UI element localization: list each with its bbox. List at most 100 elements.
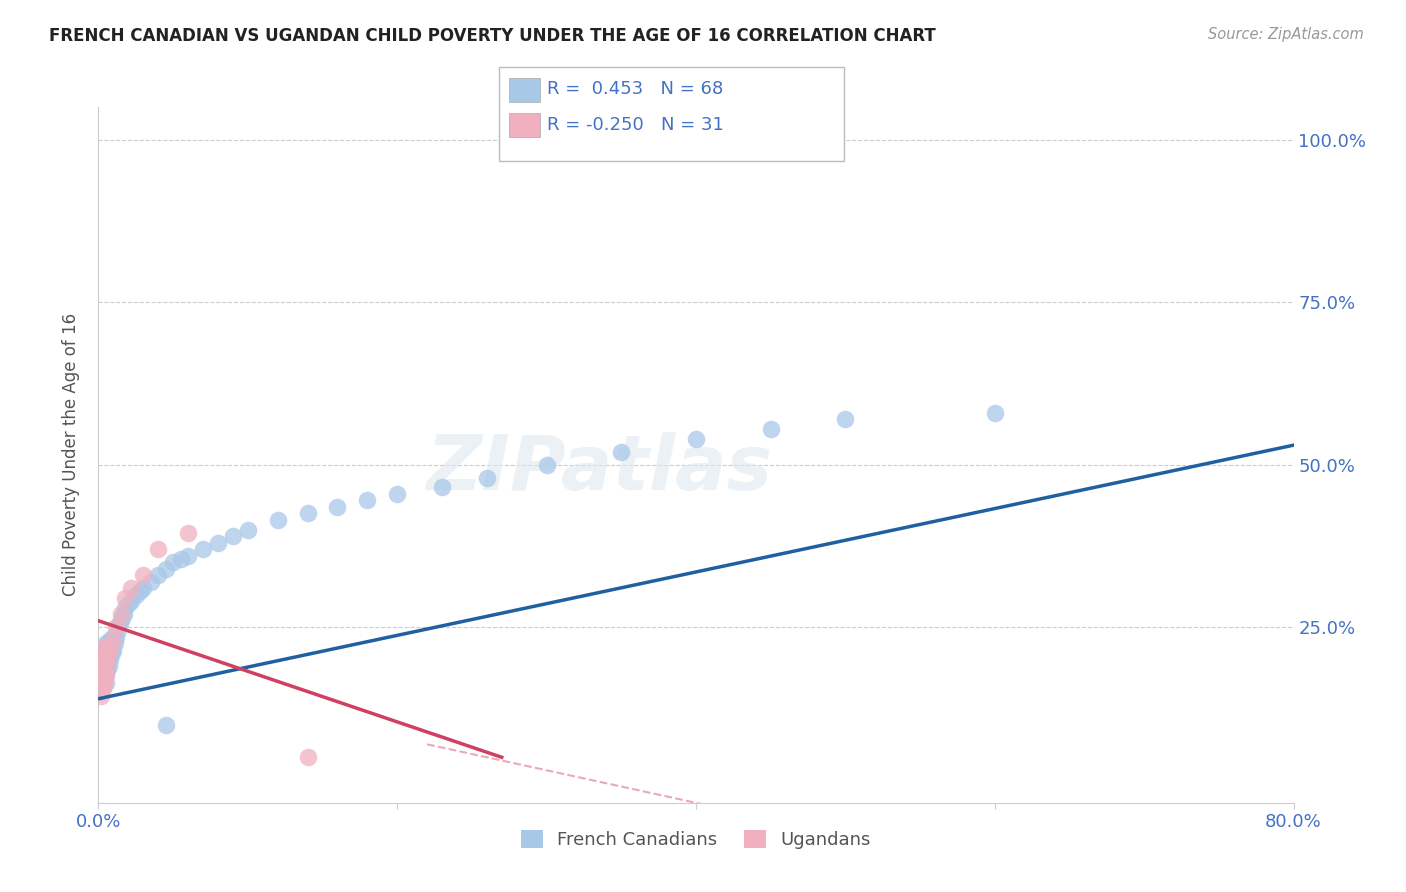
Point bbox=[90, 663, 112, 677]
Point bbox=[94, 636, 117, 650]
Point bbox=[356, 493, 378, 508]
Point bbox=[326, 500, 349, 514]
Point bbox=[93, 665, 115, 680]
Point bbox=[236, 523, 259, 537]
Point bbox=[90, 669, 112, 683]
Point bbox=[93, 653, 115, 667]
Point bbox=[89, 681, 111, 696]
Point bbox=[984, 406, 1007, 420]
Point bbox=[103, 630, 125, 644]
Point bbox=[96, 653, 118, 667]
Point bbox=[177, 549, 200, 563]
Point bbox=[155, 562, 177, 576]
Point bbox=[120, 581, 142, 595]
Point bbox=[90, 659, 112, 673]
Point bbox=[98, 633, 122, 648]
Text: ZIPatlas: ZIPatlas bbox=[427, 432, 773, 506]
Point bbox=[93, 665, 115, 680]
Point bbox=[97, 649, 120, 664]
Point bbox=[96, 663, 118, 677]
Point bbox=[114, 600, 136, 615]
Point bbox=[89, 669, 111, 683]
Point bbox=[610, 444, 633, 458]
Point bbox=[120, 594, 142, 608]
Point bbox=[191, 542, 214, 557]
Point bbox=[89, 675, 111, 690]
Text: R =  0.453   N = 68: R = 0.453 N = 68 bbox=[547, 80, 723, 98]
Point bbox=[685, 432, 707, 446]
Point bbox=[110, 614, 132, 628]
Point bbox=[97, 659, 120, 673]
Point bbox=[91, 663, 114, 677]
Point bbox=[114, 591, 136, 605]
Point bbox=[98, 643, 122, 657]
Text: FRENCH CANADIAN VS UGANDAN CHILD POVERTY UNDER THE AGE OF 16 CORRELATION CHART: FRENCH CANADIAN VS UGANDAN CHILD POVERTY… bbox=[49, 27, 936, 45]
Point bbox=[93, 656, 115, 670]
Point bbox=[91, 646, 114, 660]
Point bbox=[94, 669, 117, 683]
Point bbox=[97, 636, 120, 650]
Legend: French Canadians, Ugandans: French Canadians, Ugandans bbox=[513, 822, 879, 856]
Point bbox=[89, 685, 111, 699]
Point bbox=[91, 659, 114, 673]
Point bbox=[94, 675, 117, 690]
Point bbox=[96, 640, 118, 654]
Point bbox=[475, 471, 498, 485]
Point bbox=[162, 555, 184, 569]
Point bbox=[91, 653, 114, 667]
Point bbox=[139, 574, 162, 589]
Point bbox=[148, 568, 170, 582]
Point bbox=[117, 598, 139, 612]
Point bbox=[94, 646, 117, 660]
Point bbox=[93, 643, 115, 657]
Point bbox=[91, 669, 114, 683]
Point bbox=[297, 507, 319, 521]
Point bbox=[90, 656, 112, 670]
Point bbox=[267, 513, 290, 527]
Point bbox=[155, 718, 177, 732]
Point bbox=[89, 663, 111, 677]
Point bbox=[96, 653, 118, 667]
Point bbox=[430, 480, 453, 494]
Point bbox=[148, 542, 170, 557]
Point bbox=[94, 656, 117, 670]
Text: R = -0.250   N = 31: R = -0.250 N = 31 bbox=[547, 116, 724, 134]
Y-axis label: Child Poverty Under the Age of 16: Child Poverty Under the Age of 16 bbox=[62, 313, 80, 597]
Point bbox=[110, 607, 132, 622]
Point bbox=[91, 679, 114, 693]
Point bbox=[101, 646, 124, 660]
Point bbox=[103, 643, 125, 657]
Point bbox=[536, 458, 558, 472]
Point bbox=[94, 665, 117, 680]
Point bbox=[129, 584, 152, 599]
Point bbox=[132, 568, 155, 582]
Point bbox=[94, 659, 117, 673]
Point bbox=[222, 529, 245, 543]
Point bbox=[207, 535, 229, 549]
Point bbox=[108, 617, 131, 632]
Point bbox=[90, 646, 112, 660]
Point bbox=[177, 525, 200, 540]
Point bbox=[107, 624, 129, 638]
Point bbox=[96, 643, 118, 657]
Point bbox=[103, 633, 125, 648]
Point bbox=[104, 636, 127, 650]
Point bbox=[97, 646, 120, 660]
Point bbox=[98, 653, 122, 667]
Point bbox=[169, 552, 191, 566]
Point bbox=[93, 672, 115, 686]
Point bbox=[91, 681, 114, 696]
Point bbox=[385, 487, 409, 501]
Point bbox=[91, 640, 114, 654]
Point bbox=[93, 675, 115, 690]
Point bbox=[90, 689, 112, 703]
Point bbox=[297, 750, 319, 764]
Text: Source: ZipAtlas.com: Source: ZipAtlas.com bbox=[1208, 27, 1364, 42]
Point bbox=[91, 672, 114, 686]
Point bbox=[111, 610, 134, 624]
Point bbox=[125, 588, 148, 602]
Point bbox=[90, 679, 112, 693]
Point bbox=[105, 630, 128, 644]
Point bbox=[98, 640, 122, 654]
Point bbox=[112, 607, 135, 622]
